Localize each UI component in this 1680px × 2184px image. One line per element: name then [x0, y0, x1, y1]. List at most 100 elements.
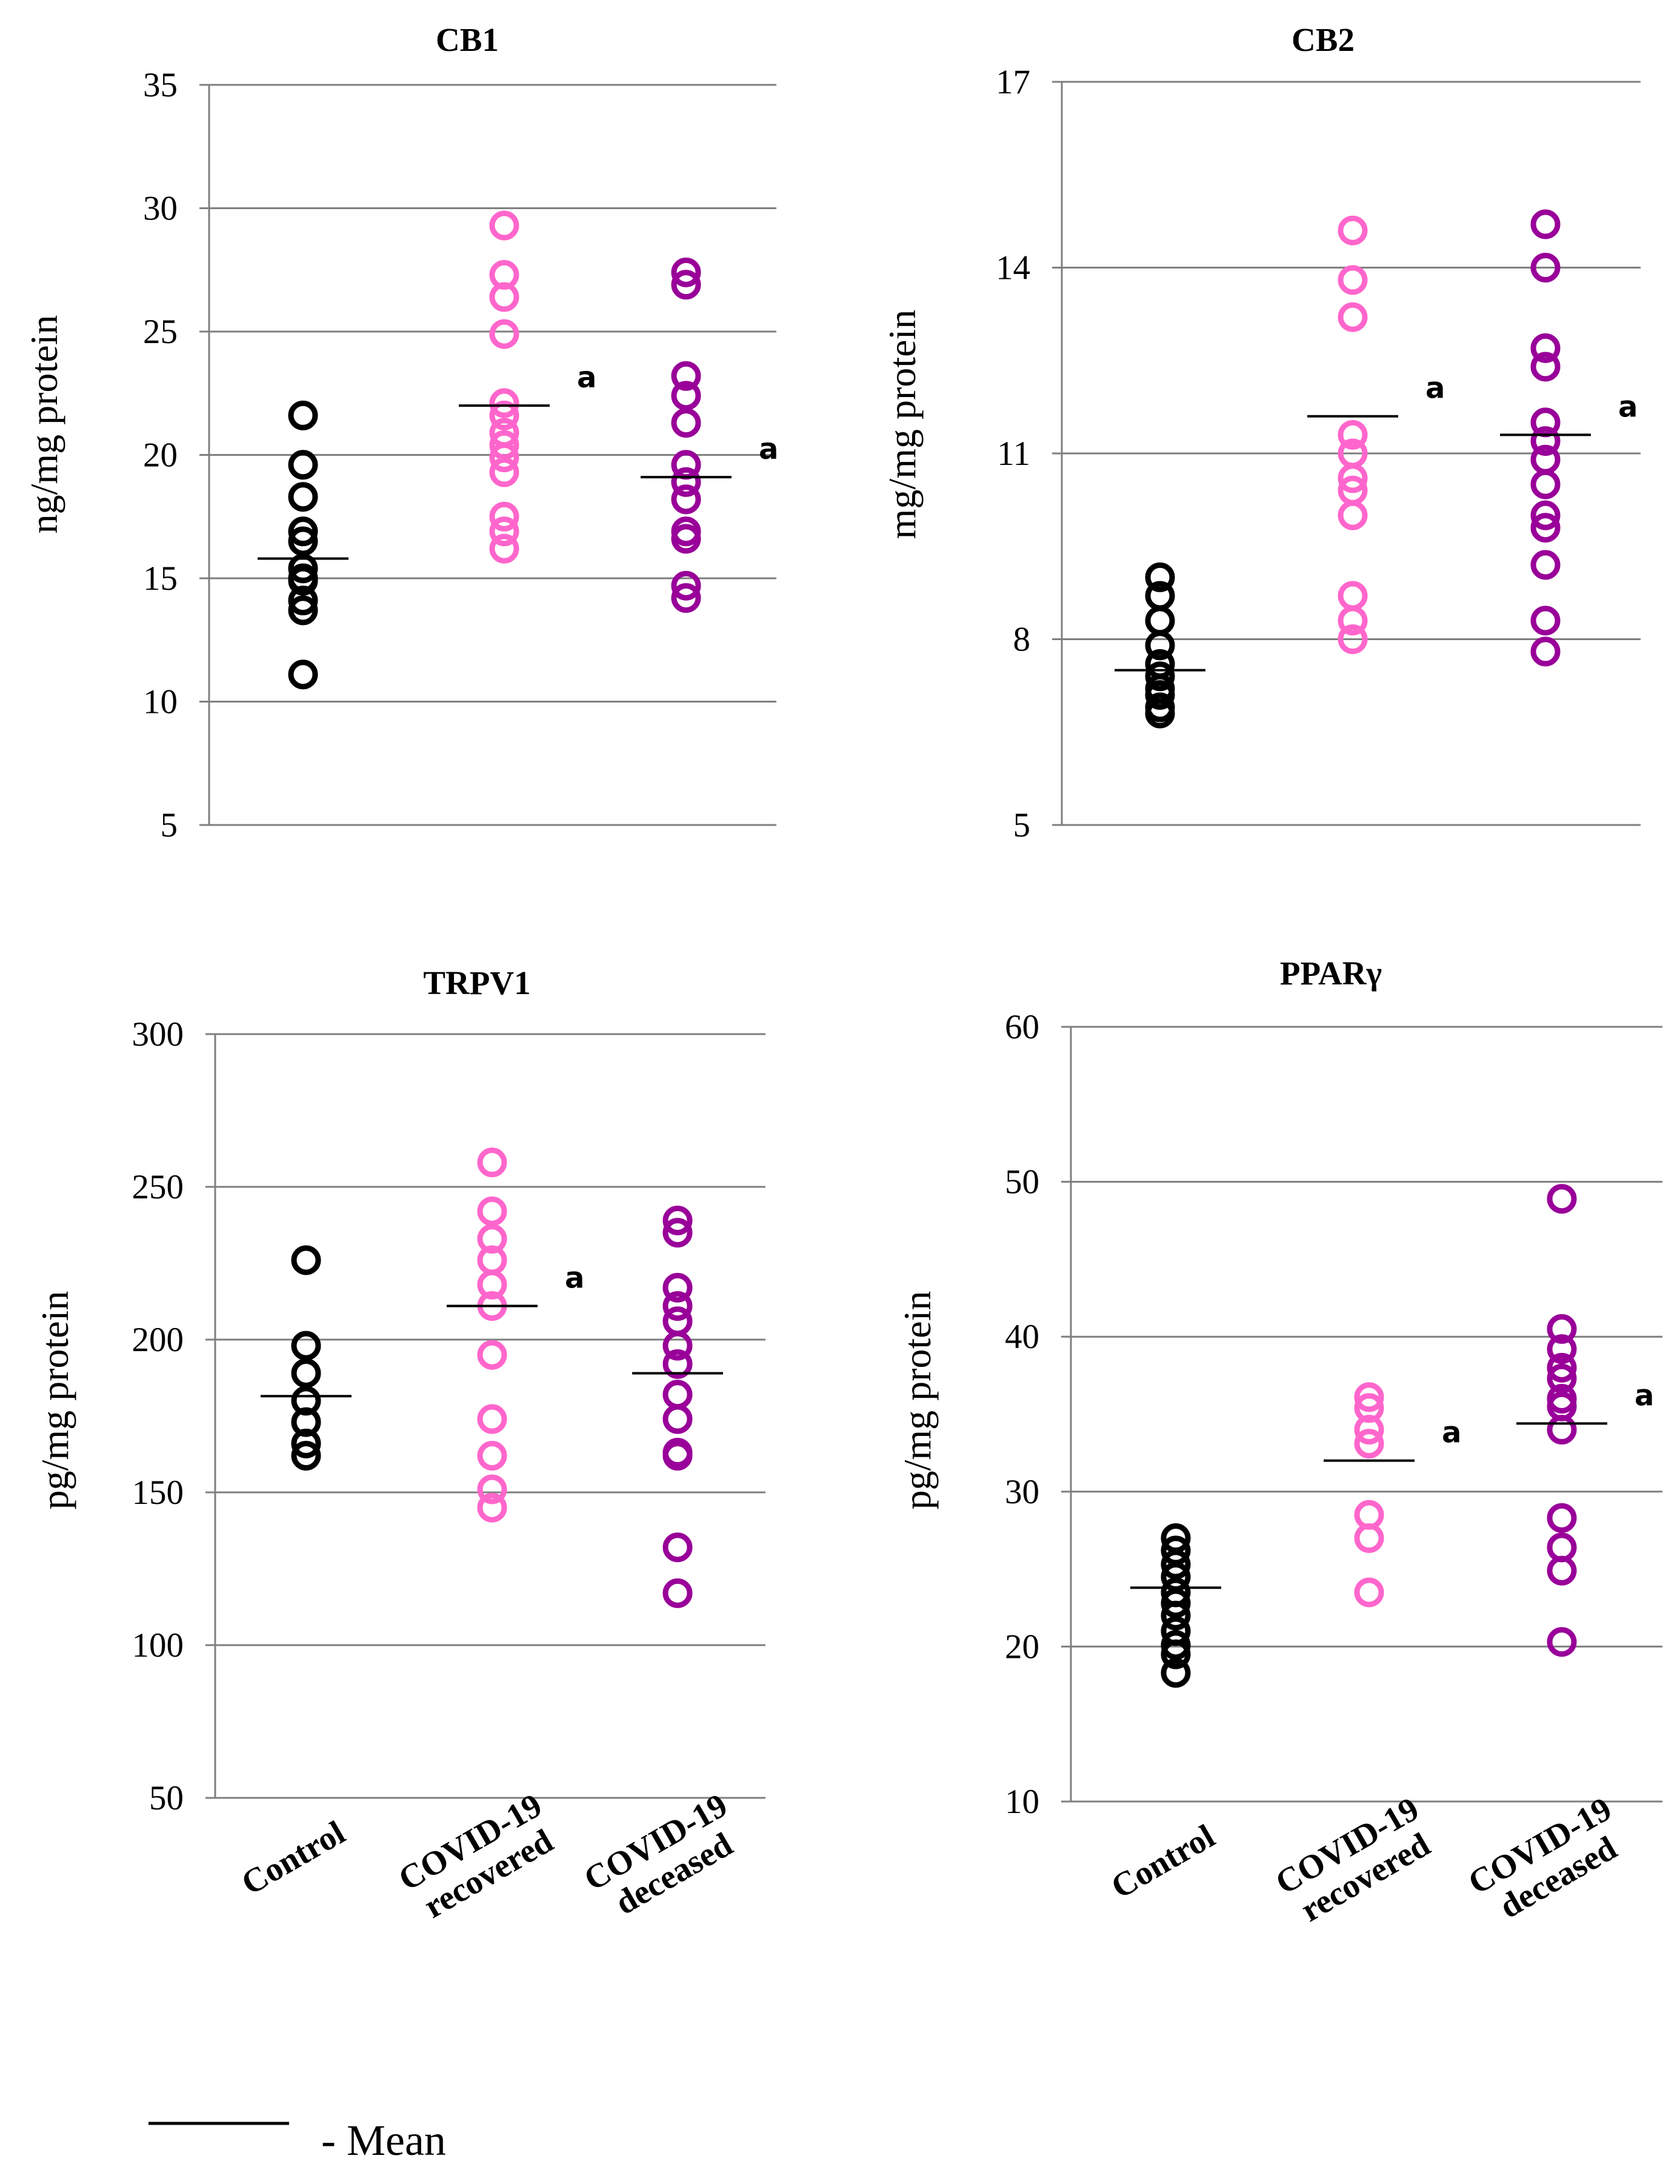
data-point-cb2-deceased	[1530, 513, 1561, 543]
significance-label: a	[1635, 1378, 1654, 1412]
data-point-ppar-gamma-deceased	[1547, 1555, 1577, 1586]
y-tick-label: 50	[1005, 1163, 1039, 1201]
y-tick-label: 100	[132, 1626, 184, 1665]
data-point-trpv1-deceased	[662, 1218, 693, 1248]
data-point-cb2-deceased	[1530, 636, 1561, 667]
data-point-cb2-deceased	[1530, 606, 1561, 636]
data-point-trpv1-recovered	[477, 1340, 507, 1370]
legend-label: - Mean	[321, 2116, 446, 2165]
data-point-ppar-gamma-deceased	[1547, 1352, 1577, 1383]
y-tick-label: 25	[143, 313, 178, 351]
data-point-cb1-deceased	[671, 257, 701, 287]
y-tick-label: 40	[1005, 1318, 1039, 1356]
data-point-trpv1-recovered	[477, 1224, 507, 1254]
x-category-label: COVID-19deceased	[1462, 1790, 1636, 1933]
data-point-cb2-control	[1145, 661, 1175, 692]
data-point-cb1-control	[288, 586, 318, 616]
data-point-ppar-gamma-recovered	[1354, 1429, 1384, 1459]
data-point-cb2-control	[1145, 606, 1175, 636]
panel-title-ppar-gamma: PPARγ	[1280, 955, 1382, 992]
y-tick-label: 8	[1013, 621, 1031, 659]
data-point-cb1-control	[288, 595, 318, 626]
data-point-cb1-recovered	[489, 457, 519, 487]
y-tick-label: 30	[143, 190, 178, 228]
significance-label: a	[1618, 390, 1638, 424]
data-point-cb2-deceased	[1530, 469, 1561, 499]
data-point-cb2-deceased	[1530, 253, 1561, 282]
data-point-cb1-deceased	[671, 570, 701, 601]
data-point-trpv1-deceased	[662, 1205, 693, 1235]
panel-title-cb2: CB2	[1292, 21, 1355, 58]
data-point-cb2-control	[1145, 680, 1175, 710]
data-point-cb1-control	[288, 660, 318, 690]
panel-cb2: CB2 mg/mg protein 5 8 11 14 17 a a	[881, 21, 1641, 844]
y-tick-label: 20	[143, 436, 178, 475]
data-point-trpv1-recovered	[477, 1441, 507, 1471]
data-point-cb1-recovered	[489, 501, 519, 532]
data-point-trpv1-deceased	[662, 1404, 693, 1434]
data-point-trpv1-control	[291, 1407, 321, 1437]
data-point-cb1-deceased	[671, 270, 701, 300]
data-point-cb2-deceased	[1530, 550, 1561, 580]
data-point-cb2-recovered	[1338, 302, 1368, 332]
data-point-trpv1-deceased	[662, 1291, 693, 1321]
data-point-ppar-gamma-deceased	[1547, 1627, 1577, 1657]
y-tick-label: 30	[1005, 1473, 1039, 1511]
x-category-label: COVID-19deceased	[578, 1786, 752, 1929]
data-point-trpv1-recovered	[477, 1404, 507, 1434]
y-axis-title-cb2: mg/mg protein	[881, 310, 924, 539]
significance-label: a	[577, 361, 596, 395]
panel-title-trpv1: TRPV1	[423, 964, 530, 1001]
data-point-trpv1-deceased	[662, 1532, 693, 1563]
data-point-cb1-recovered	[489, 282, 519, 312]
data-point-cb2-deceased	[1530, 209, 1561, 239]
data-point-cb1-deceased	[671, 524, 701, 554]
data-point-cb2-deceased	[1530, 426, 1561, 456]
data-point-cb1-recovered	[489, 442, 519, 473]
y-tick-label: 50	[149, 1779, 184, 1817]
y-tick-label: 10	[143, 683, 178, 721]
plot-area-cb1: 5 10 15 20 25 30 35 a a	[143, 66, 778, 844]
x-category-label: COVID-19recovered	[392, 1786, 566, 1929]
data-point-ppar-gamma-deceased	[1547, 1184, 1577, 1214]
y-tick-label: 10	[1005, 1783, 1039, 1821]
y-axis-title-cb1: ng/mg protein	[22, 315, 65, 534]
data-point-trpv1-deceased	[662, 1441, 693, 1471]
data-point-ppar-gamma-control	[1161, 1600, 1191, 1631]
y-tick-label: 35	[143, 66, 178, 104]
data-point-ppar-gamma-recovered	[1354, 1382, 1384, 1412]
data-point-trpv1-deceased	[662, 1306, 693, 1337]
data-point-trpv1-deceased	[662, 1272, 693, 1303]
data-point-ppar-gamma-deceased	[1547, 1363, 1577, 1394]
data-point-trpv1-recovered	[477, 1269, 507, 1300]
data-point-cb1-control	[288, 526, 318, 556]
data-point-cb1-control	[288, 450, 318, 480]
data-point-ppar-gamma-control	[1161, 1549, 1191, 1580]
data-point-cb2-control	[1145, 698, 1175, 729]
panel-ppar-gamma: PPARγ pg/mg protein 10 20 30 40 50 60 a a Contro…	[896, 955, 1662, 1933]
data-point-cb1-control	[288, 566, 318, 596]
data-point-cb1-control	[288, 400, 318, 430]
data-point-trpv1-deceased	[662, 1331, 693, 1361]
data-point-trpv1-recovered	[477, 1196, 507, 1226]
data-point-ppar-gamma-recovered	[1354, 1523, 1384, 1553]
y-tick-label: 17	[996, 63, 1030, 101]
x-category-label: COVID-19recovered	[1269, 1790, 1443, 1933]
data-point-cb2-recovered	[1338, 606, 1368, 636]
data-point-trpv1-deceased	[662, 1578, 693, 1608]
data-point-cb2-control	[1145, 630, 1175, 661]
y-tick-label: 5	[1013, 806, 1031, 844]
data-point-cb2-recovered	[1338, 265, 1368, 295]
data-point-trpv1-recovered	[477, 1474, 507, 1504]
data-point-cb1-deceased	[671, 583, 701, 613]
data-point-ppar-gamma-recovered	[1354, 1577, 1384, 1608]
data-point-cb2-recovered	[1338, 624, 1368, 654]
data-point-ppar-gamma-deceased	[1547, 1334, 1577, 1364]
panel-trpv1: TRPV1 pg/mg protein 50 100 150 200 250 300 a Co…	[33, 964, 765, 1929]
data-point-cb1-deceased	[671, 408, 701, 438]
data-point-cb2-deceased	[1530, 352, 1561, 382]
data-point-cb2-control	[1145, 562, 1175, 592]
panel-title-cb1: CB1	[436, 21, 499, 58]
data-point-ppar-gamma-control	[1161, 1630, 1191, 1660]
